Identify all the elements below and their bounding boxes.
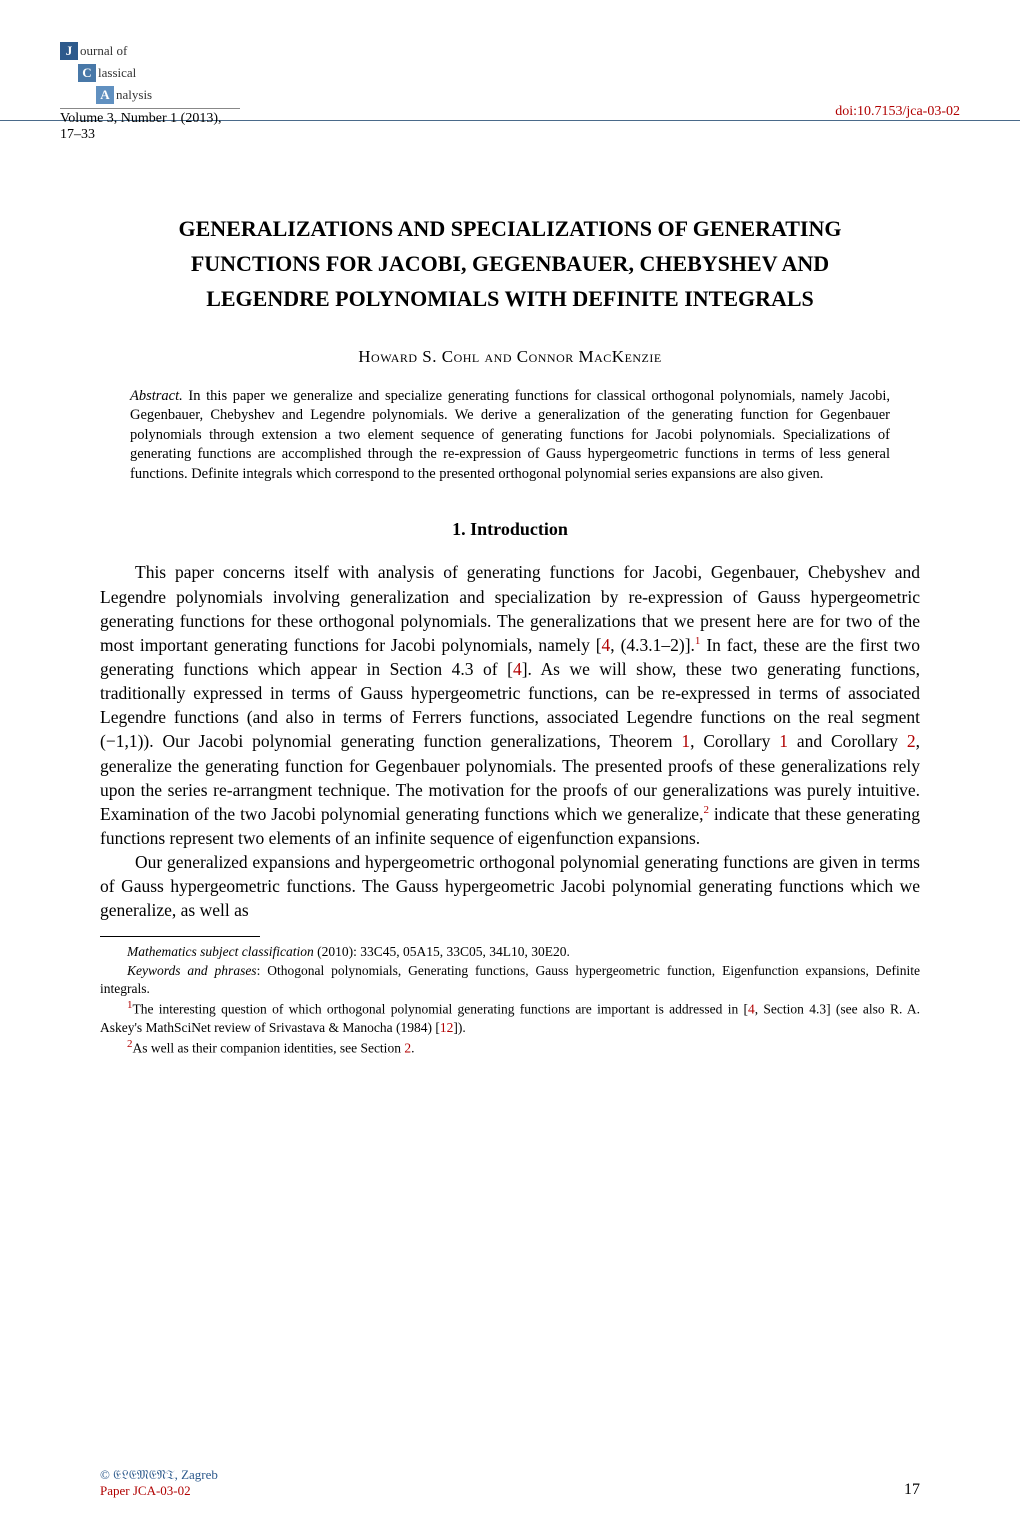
ref-4-b[interactable]: 4: [513, 659, 522, 679]
footnote-1-text-a: The interesting question of which orthog…: [133, 1002, 749, 1017]
logo-letter-c: C: [78, 64, 96, 82]
logo-row-a: A nalysis: [60, 84, 240, 106]
page-number: 17: [904, 1481, 920, 1499]
authors: Howard S. Cohl and Connor MacKenzie: [0, 347, 1020, 367]
section-1-heading: 1. Introduction: [0, 519, 1020, 540]
footnote-2: 2As well as their companion identities, …: [100, 1037, 920, 1058]
logo-row-c: C lassical: [60, 62, 240, 84]
msc-line: Mathematics subject classification (2010…: [100, 943, 920, 961]
title-line-3: LEGENDRE POLYNOMIALS WITH DEFINITE INTEG…: [80, 281, 940, 316]
copyright: © 𝔈𝔏𝔈𝔐𝔈𝔑𝔗, Zagreb: [100, 1467, 218, 1483]
footnote-separator: [100, 936, 260, 937]
corollary-1-link[interactable]: 1: [779, 731, 788, 751]
footnotes: Mathematics subject classification (2010…: [100, 943, 920, 1057]
footnote-2-text-a: As well as their companion identities, s…: [133, 1041, 405, 1056]
keywords-label: Keywords and phrases: [127, 963, 257, 978]
logo-text-c: lassical: [98, 65, 136, 81]
msc-text: (2010): 33C45, 05A15, 33C05, 34L10, 30E2…: [314, 944, 570, 959]
author-names: Howard S. Cohl and Connor MacKenzie: [358, 347, 661, 366]
page-header: J ournal of C lassical A nalysis Volume …: [0, 0, 1020, 121]
msc-label: Mathematics subject classification: [127, 944, 314, 959]
title-line-1: GENERALIZATIONS AND SPECIALIZATIONS OF G…: [80, 211, 940, 246]
theorem-1-link[interactable]: 1: [681, 731, 690, 751]
ref-4-a[interactable]: 4: [602, 635, 611, 655]
footnote-1-ref-4[interactable]: 4: [748, 1002, 755, 1017]
logo-row-j: J ournal of: [60, 40, 240, 62]
abstract-label: Abstract.: [130, 388, 183, 404]
footnote-1-ref-12[interactable]: 12: [440, 1020, 454, 1035]
journal-logo: J ournal of C lassical A nalysis Volume …: [60, 40, 240, 120]
doi-link[interactable]: doi:10.7153/jca-03-02: [835, 104, 960, 120]
p1-text-b: , (4.3.1–2)].: [610, 635, 695, 655]
keywords-line: Keywords and phrases: Othogonal polynomi…: [100, 962, 920, 998]
p1-text-e: , Corollary: [690, 731, 779, 751]
footnote-2-text-b: .: [411, 1041, 414, 1056]
title-line-2: FUNCTIONS FOR JACOBI, GEGENBAUER, CHEBYS…: [80, 246, 940, 281]
section-1-body: This paper concerns itself with analysis…: [100, 560, 920, 922]
logo-text-j: ournal of: [80, 43, 127, 59]
footnote-1: 1The interesting question of which ortho…: [100, 998, 920, 1037]
p1-text-f: and Corollary: [788, 731, 907, 751]
logo-text-a: nalysis: [116, 87, 152, 103]
abstract-text: In this paper we generalize and speciali…: [130, 388, 890, 482]
section-1-para-2: Our generalized expansions and hypergeom…: [100, 850, 920, 922]
page-footer: © 𝔈𝔏𝔈𝔐𝔈𝔑𝔗, Zagreb Paper JCA-03-02 17: [100, 1467, 920, 1499]
abstract: Abstract. In this paper we generalize an…: [130, 387, 890, 485]
corollary-2-link[interactable]: 2: [907, 731, 916, 751]
article-title: GENERALIZATIONS AND SPECIALIZATIONS OF G…: [80, 211, 940, 317]
footer-left: © 𝔈𝔏𝔈𝔐𝔈𝔑𝔗, Zagreb Paper JCA-03-02: [100, 1467, 218, 1499]
logo-letter-j: J: [60, 42, 78, 60]
footnote-1-text-c: ]).: [453, 1020, 465, 1035]
section-1-para-1: This paper concerns itself with analysis…: [100, 560, 920, 850]
logo-letter-a: A: [96, 86, 114, 104]
paper-id: Paper JCA-03-02: [100, 1483, 218, 1499]
volume-issue: Volume 3, Number 1 (2013), 17–33: [60, 108, 240, 143]
